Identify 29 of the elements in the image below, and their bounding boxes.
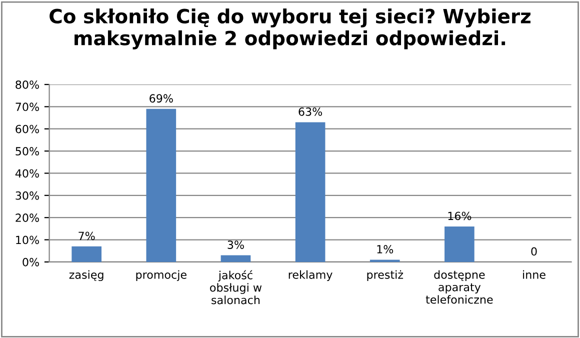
data-label: 63% xyxy=(298,107,322,116)
y-tick-label: 40% xyxy=(15,169,39,178)
y-tick-label: 10% xyxy=(16,236,39,244)
bar xyxy=(444,226,474,262)
x-tick-label: reklamy xyxy=(288,270,332,282)
y-tick-label: 70% xyxy=(16,102,39,112)
data-label: 1% xyxy=(377,245,394,254)
bar xyxy=(146,108,176,262)
x-tick-label: inne xyxy=(523,270,546,279)
bar xyxy=(295,122,326,262)
data-label: 3% xyxy=(228,240,244,249)
x-tick-label: zasięg xyxy=(69,270,104,282)
bar xyxy=(220,255,251,262)
y-tick-label: 30% xyxy=(16,191,39,200)
y-tick-label: 60% xyxy=(16,124,39,134)
data-label: 69% xyxy=(150,94,173,103)
data-label: 0 xyxy=(531,247,537,256)
y-tick-label: 0% xyxy=(22,258,39,266)
chart-title: Co skłoniło Cię do wyboru tej sieci? Wybierz maksymalnie 2 odpowiedzi odpowiedzi. xyxy=(50,8,530,50)
x-tick-label: promocje xyxy=(136,270,186,282)
y-tick-label: 80% xyxy=(16,80,39,89)
x-tick-label: dostępne aparaty telefoniczne xyxy=(426,270,493,304)
x-tick-label: jakość obsługi w salonach xyxy=(210,270,262,304)
x-tick-label: prestiż xyxy=(367,270,404,282)
data-label: 7% xyxy=(78,232,95,240)
bar xyxy=(72,246,102,262)
y-tick-label: 50% xyxy=(16,147,39,156)
data-label: 16% xyxy=(448,212,472,220)
y-tick-label: 20% xyxy=(16,214,39,222)
